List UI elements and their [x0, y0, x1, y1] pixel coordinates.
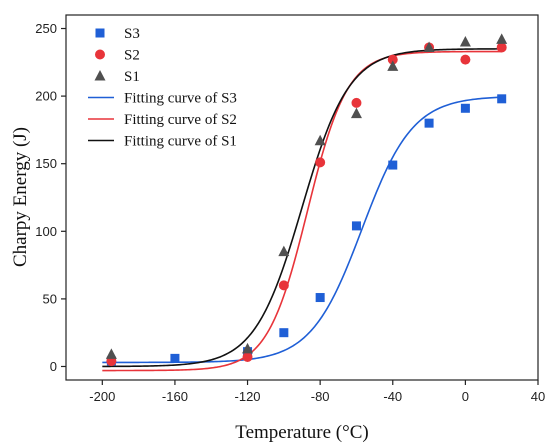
data-point-s1 — [242, 342, 254, 354]
axis-ticks: -200 -160 -120 -80 -40 0 40 0 50 100 150 200 250 — [35, 21, 545, 404]
legend-marker-s3 — [95, 28, 105, 38]
x-tick-label: -200 — [89, 389, 115, 404]
y-tick-label: 0 — [50, 359, 57, 374]
x-tick-label: 40 — [531, 389, 545, 404]
fit-curves — [102, 48, 502, 372]
data-point-s1 — [459, 36, 471, 47]
data-point-s3 — [497, 94, 507, 104]
fit-curve-line — [102, 48, 502, 368]
data-points — [105, 33, 508, 367]
y-tick-label: 100 — [35, 224, 57, 239]
legend-label: S2 — [124, 48, 140, 64]
data-point-s3 — [388, 160, 398, 170]
data-point-s2 — [242, 352, 253, 363]
data-point-s1 — [350, 107, 362, 119]
data-point-s3 — [315, 293, 325, 303]
legend-label: Fitting curve of S2 — [124, 112, 237, 128]
legend-label: S3 — [124, 26, 140, 42]
y-tick-label: 50 — [43, 291, 57, 306]
y-axis-title: Charpy Energy (J) — [10, 127, 31, 267]
data-point-s2 — [315, 157, 326, 168]
fit-curve-line — [102, 96, 502, 364]
legend-label: S1 — [124, 69, 140, 85]
x-tick-label: -120 — [235, 389, 261, 404]
data-point-s3 — [170, 353, 180, 363]
x-axis-title: Temperature (°C) — [235, 422, 368, 443]
data-point-s2 — [460, 54, 471, 65]
x-tick-label: -40 — [383, 389, 402, 404]
data-point-s2 — [351, 97, 362, 108]
legend-marker-s2 — [95, 49, 105, 60]
legend-label: Fitting curve of S3 — [124, 91, 237, 107]
legend-label: Fitting curve of S1 — [124, 134, 237, 150]
y-tick-label: 250 — [35, 21, 57, 36]
data-point-s3 — [279, 328, 289, 338]
data-point-s3 — [424, 118, 434, 128]
x-tick-label: -80 — [311, 389, 330, 404]
data-point-s2 — [278, 280, 289, 291]
fit-curve-line — [102, 50, 502, 372]
data-point-s2 — [496, 42, 507, 53]
data-point-s3 — [351, 221, 361, 231]
data-point-s1 — [423, 41, 435, 52]
plot-frame — [65, 14, 539, 381]
x-tick-label: 0 — [462, 389, 469, 404]
data-point-s1 — [387, 60, 399, 71]
data-point-s1 — [496, 33, 508, 44]
legend: S3 S2 S1 Fitting curve of S3 Fitting curve o… — [88, 26, 237, 150]
y-tick-label: 150 — [35, 156, 57, 171]
legend-marker-s1 — [94, 70, 106, 81]
x-tick-label: -160 — [162, 389, 188, 404]
data-point-s1 — [278, 245, 290, 257]
y-tick-label: 200 — [35, 89, 57, 104]
data-point-s1 — [314, 134, 326, 146]
data-point-s1 — [105, 348, 117, 359]
data-point-s3 — [460, 103, 470, 113]
data-point-s2 — [387, 54, 398, 65]
